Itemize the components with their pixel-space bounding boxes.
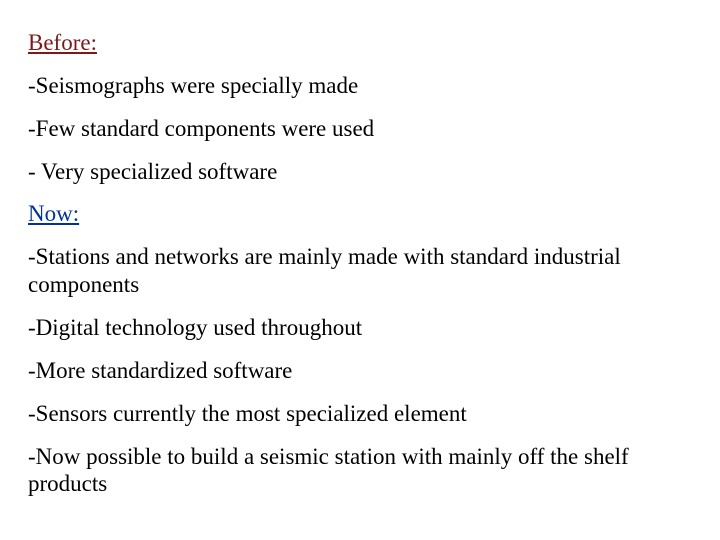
before-item: - Very specialized software — [28, 158, 692, 185]
before-item: -Seismographs were specially made — [28, 72, 692, 99]
now-item: -Sensors currently the most specialized … — [28, 400, 692, 427]
slide-content: Before: -Seismographs were specially mad… — [0, 0, 720, 540]
before-heading: Before: — [28, 30, 692, 56]
now-item: -Now possible to build a seismic station… — [28, 443, 692, 497]
now-item: -More standardized software — [28, 357, 692, 384]
now-item: -Stations and networks are mainly made w… — [28, 243, 692, 297]
before-item: -Few standard components were used — [28, 115, 692, 142]
now-heading: Now: — [28, 201, 692, 227]
now-item: -Digital technology used throughout — [28, 314, 692, 341]
